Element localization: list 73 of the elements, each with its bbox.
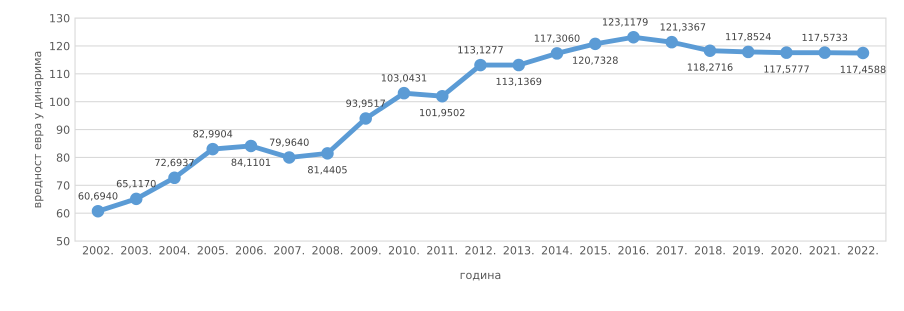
x-tick-label: 2011. xyxy=(427,246,457,254)
x-tick-label: 2002. xyxy=(82,246,113,254)
data-label: 117,3060 xyxy=(534,34,580,43)
point xyxy=(588,38,602,50)
x-axis-title: година xyxy=(460,272,500,281)
point xyxy=(512,58,525,72)
y-tick-label: 110 xyxy=(50,70,70,78)
point xyxy=(168,172,181,184)
point xyxy=(92,204,104,218)
x-tick-label: 2021. xyxy=(810,246,840,254)
x-tick-label: 2019. xyxy=(733,246,763,254)
y-tick-label: 60 xyxy=(56,209,70,218)
point xyxy=(818,46,831,59)
x-tick-label: 2015. xyxy=(580,246,610,254)
x-tick-label: 2017. xyxy=(656,246,686,254)
x-tick-label: 2010. xyxy=(388,246,419,254)
data-label: 82,9904 xyxy=(193,130,232,138)
point xyxy=(704,44,716,57)
point xyxy=(856,46,870,60)
point xyxy=(474,58,487,72)
y-tick-label: 70 xyxy=(56,181,70,190)
y-tick-label: 50 xyxy=(56,237,70,246)
x-tick-label: 2004. xyxy=(159,246,190,254)
point xyxy=(359,112,372,125)
y-tick-label: 90 xyxy=(56,126,70,134)
data-label: 117,5777 xyxy=(764,65,809,74)
point xyxy=(206,142,219,156)
data-label: 120,7328 xyxy=(573,56,618,65)
point xyxy=(742,46,754,58)
point xyxy=(130,192,142,206)
point xyxy=(780,46,793,59)
y-tick-label: 130 xyxy=(50,14,70,22)
data-label: 117,8524 xyxy=(726,32,771,42)
data-label: 101,9502 xyxy=(420,108,464,118)
point xyxy=(550,47,564,60)
y-tick-label: 120 xyxy=(50,42,70,50)
data-label: 81,4405 xyxy=(308,166,347,174)
x-tick-label: 2020. xyxy=(771,246,802,254)
data-label: 60,6940 xyxy=(78,192,118,201)
data-label: 118,2716 xyxy=(688,63,733,72)
point xyxy=(627,30,640,44)
x-tick-label: 2005. xyxy=(198,246,228,254)
x-tick-label: 2018. xyxy=(694,246,725,254)
x-tick-label: 2012. xyxy=(465,246,496,254)
x-tick-label: 2016. xyxy=(618,246,648,254)
data-label: 113,1277 xyxy=(458,46,503,54)
data-label: 113,1369 xyxy=(496,78,542,86)
data-label: 117,4588 xyxy=(840,66,886,74)
point xyxy=(436,90,448,102)
data-label: 103,0431 xyxy=(382,74,426,83)
x-tick-label: 2008. xyxy=(312,246,342,254)
point xyxy=(244,140,258,152)
data-label: 65,1170 xyxy=(116,180,156,188)
x-tick-label: 2006. xyxy=(236,246,266,254)
data-label: 121,3367 xyxy=(660,23,706,32)
x-tick-label: 2022. xyxy=(848,246,878,254)
x-tick-label: 2007. xyxy=(274,246,304,254)
point xyxy=(321,147,334,160)
y-axis-title: вредност евра у динарима xyxy=(34,52,44,208)
data-label: 123,1179 xyxy=(603,18,648,27)
y-tick-label: 80 xyxy=(56,153,70,162)
x-tick-label: 2009. xyxy=(350,246,380,254)
data-label: 93,9517 xyxy=(346,100,385,108)
data-label: 117,5733 xyxy=(802,34,848,42)
y-tick-label: 100 xyxy=(50,98,70,106)
x-tick-label: 2003. xyxy=(121,246,151,254)
x-tick-label: 2013. xyxy=(504,246,534,254)
data-label: 84,1101 xyxy=(232,158,270,167)
point xyxy=(282,151,296,164)
data-label: 79,9640 xyxy=(270,138,309,147)
x-tick-label: 2014. xyxy=(542,246,572,254)
point xyxy=(398,86,410,100)
point xyxy=(665,36,678,48)
